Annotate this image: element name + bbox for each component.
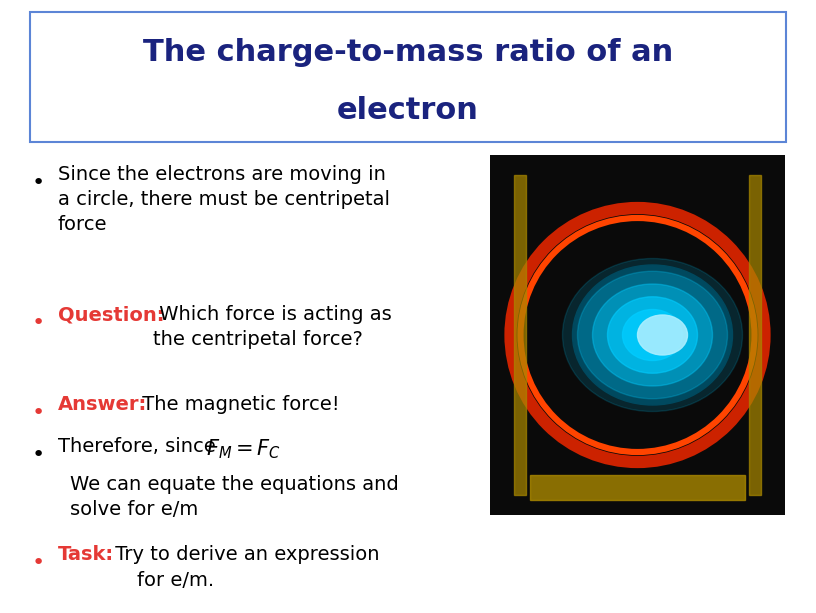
FancyBboxPatch shape (490, 155, 785, 515)
Text: Therefore, since: Therefore, since (58, 437, 228, 456)
FancyBboxPatch shape (30, 12, 786, 142)
Text: Which force is acting as
the centripetal force?: Which force is acting as the centripetal… (153, 305, 392, 349)
Text: electron: electron (337, 96, 479, 124)
Ellipse shape (637, 315, 688, 355)
Ellipse shape (623, 310, 682, 360)
Ellipse shape (562, 259, 743, 411)
Text: Since the electrons are moving in
a circle, there must be centripetal
force: Since the electrons are moving in a circ… (58, 165, 390, 234)
Text: for e/m.: for e/m. (137, 571, 214, 590)
Text: We can equate the equations and
solve for e/m: We can equate the equations and solve fo… (70, 475, 399, 519)
Bar (530, 475, 745, 500)
Ellipse shape (592, 284, 712, 386)
Bar (514, 175, 526, 495)
Text: Answer:: Answer: (58, 395, 147, 414)
Ellipse shape (573, 265, 733, 405)
Text: Task:: Task: (58, 545, 114, 564)
Ellipse shape (578, 271, 728, 398)
Text: •: • (31, 403, 45, 423)
Bar (749, 175, 761, 495)
Text: •: • (31, 553, 45, 573)
Text: Question:: Question: (58, 305, 165, 324)
Text: The charge-to-mass ratio of an: The charge-to-mass ratio of an (143, 37, 673, 66)
Text: $\mathbf{\mathit{F_M}}$$\mathbf{\mathit{ = F_C}}$: $\mathbf{\mathit{F_M}}$$\mathbf{\mathit{… (206, 437, 281, 460)
Text: •: • (31, 445, 45, 465)
Ellipse shape (607, 297, 698, 373)
Text: •: • (31, 173, 45, 193)
Text: Try to derive an expression: Try to derive an expression (109, 545, 379, 564)
Text: •: • (31, 313, 45, 333)
Text: The magnetic force!: The magnetic force! (136, 395, 339, 414)
